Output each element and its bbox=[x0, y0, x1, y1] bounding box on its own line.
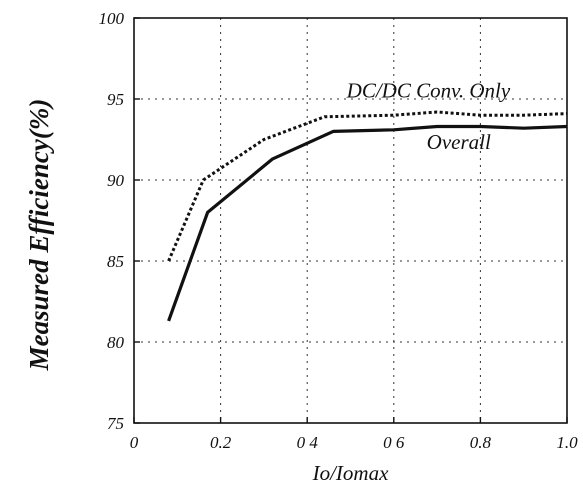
x-tick-label: 0 bbox=[130, 433, 139, 452]
series-line-overall bbox=[167, 124, 568, 322]
x-tick-label: 0 6 bbox=[383, 433, 405, 452]
y-tick-label: 100 bbox=[99, 9, 125, 28]
y-tick-label: 80 bbox=[107, 333, 125, 352]
y-tick-label: 85 bbox=[107, 252, 124, 271]
series-line-dc-dc-conv-only bbox=[167, 110, 568, 262]
x-tick-label: 0.8 bbox=[470, 433, 492, 452]
y-axis-label: Measured Efficiency(%) bbox=[24, 99, 54, 372]
y-tick-label: 75 bbox=[107, 414, 124, 433]
annotation-overall: Overall bbox=[427, 130, 491, 154]
x-tick-labels: 0 0.2 0 4 0 6 0.8 1.0 bbox=[130, 433, 578, 452]
x-axis-label: Io/Iomax bbox=[312, 461, 389, 485]
y-tick-label: 90 bbox=[107, 171, 125, 190]
x-tick-label: 0 4 bbox=[297, 433, 319, 452]
x-tick-label: 1.0 bbox=[556, 433, 578, 452]
annotation-dc-dc-conv-only: DC/DC Conv. Only bbox=[346, 78, 511, 102]
y-tick-labels: 75 80 85 90 95 100 bbox=[99, 9, 125, 433]
plot-frame bbox=[133, 17, 568, 424]
annotations: DC/DC Conv. Only Overall bbox=[346, 78, 511, 154]
tick-marks bbox=[133, 17, 568, 424]
y-tick-label: 95 bbox=[107, 90, 124, 109]
x-tick-label: 0.2 bbox=[210, 433, 232, 452]
grid-lines bbox=[134, 18, 567, 423]
series-lines bbox=[167, 110, 568, 322]
